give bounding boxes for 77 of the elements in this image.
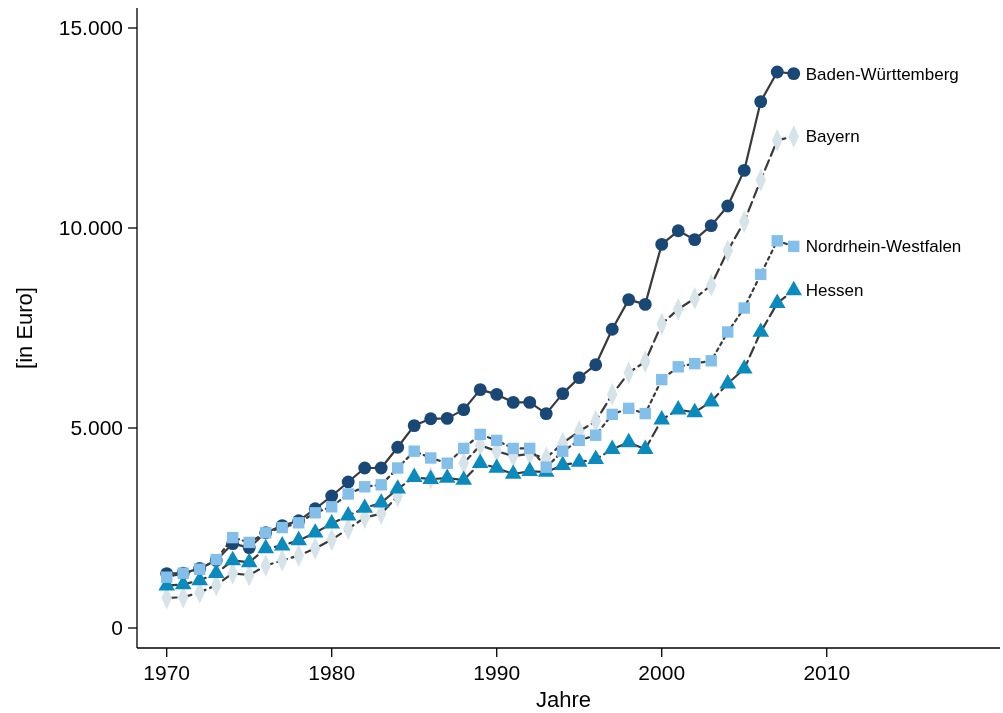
point	[506, 395, 520, 409]
x-tick-label: 1990	[473, 661, 521, 684]
point	[358, 461, 372, 475]
point	[341, 475, 355, 489]
point	[557, 445, 569, 457]
point	[539, 407, 553, 421]
point	[490, 387, 504, 401]
y-axis-title: [in Euro]	[12, 287, 37, 369]
point	[473, 383, 487, 397]
point	[326, 501, 338, 513]
point	[540, 461, 552, 473]
x-tick-label: 1980	[308, 661, 356, 684]
y-tick-label: 15.000	[58, 16, 123, 40]
point	[374, 461, 388, 475]
point	[408, 445, 420, 457]
point	[425, 452, 437, 464]
point	[325, 489, 339, 503]
point	[359, 481, 371, 493]
point	[243, 536, 255, 549]
point	[458, 442, 470, 455]
point	[227, 531, 239, 544]
point	[606, 408, 618, 421]
point	[689, 357, 701, 370]
point	[457, 403, 471, 417]
point	[342, 488, 354, 500]
point	[704, 219, 718, 233]
point	[391, 440, 405, 454]
point	[771, 235, 783, 247]
point	[589, 358, 603, 372]
point	[671, 224, 685, 238]
point	[638, 297, 652, 311]
point	[572, 371, 586, 385]
series-label: Hessen	[805, 281, 864, 301]
point	[770, 65, 784, 79]
point	[737, 163, 751, 177]
point	[556, 387, 570, 401]
point	[788, 240, 800, 253]
point	[655, 237, 669, 251]
x-tick-label: 1970	[143, 661, 191, 684]
point	[787, 67, 801, 81]
point	[755, 268, 767, 281]
point	[523, 395, 537, 409]
x-tick-label: 2010	[803, 661, 851, 684]
x-axis-title: Jahre	[535, 687, 592, 712]
point	[161, 571, 173, 583]
y-tick-label: 10.000	[58, 216, 123, 240]
point	[590, 429, 602, 441]
point	[722, 326, 734, 338]
point	[705, 355, 717, 367]
y-tick-label: 0	[111, 616, 123, 640]
point	[639, 407, 651, 420]
point	[656, 373, 668, 386]
point	[474, 428, 486, 441]
point	[688, 233, 702, 247]
x-tick-label: 2000	[638, 661, 686, 684]
point	[441, 457, 453, 469]
point	[754, 95, 768, 109]
point	[491, 434, 503, 447]
point	[622, 293, 636, 307]
series-label: Bayern	[805, 127, 860, 147]
point	[524, 442, 536, 455]
point	[507, 442, 519, 455]
point	[440, 411, 454, 425]
point	[721, 199, 735, 213]
point	[573, 434, 585, 447]
point	[392, 462, 404, 474]
point	[623, 402, 635, 415]
point	[738, 302, 750, 314]
point	[375, 479, 387, 491]
series-label: Nordrhein-Westfalen	[805, 237, 962, 257]
point	[605, 322, 619, 336]
point	[407, 419, 421, 433]
point	[309, 507, 321, 519]
point	[424, 412, 438, 426]
series-label: Baden-Württemberg	[805, 64, 959, 84]
point	[672, 361, 684, 373]
y-tick-label: 5.000	[70, 416, 123, 440]
